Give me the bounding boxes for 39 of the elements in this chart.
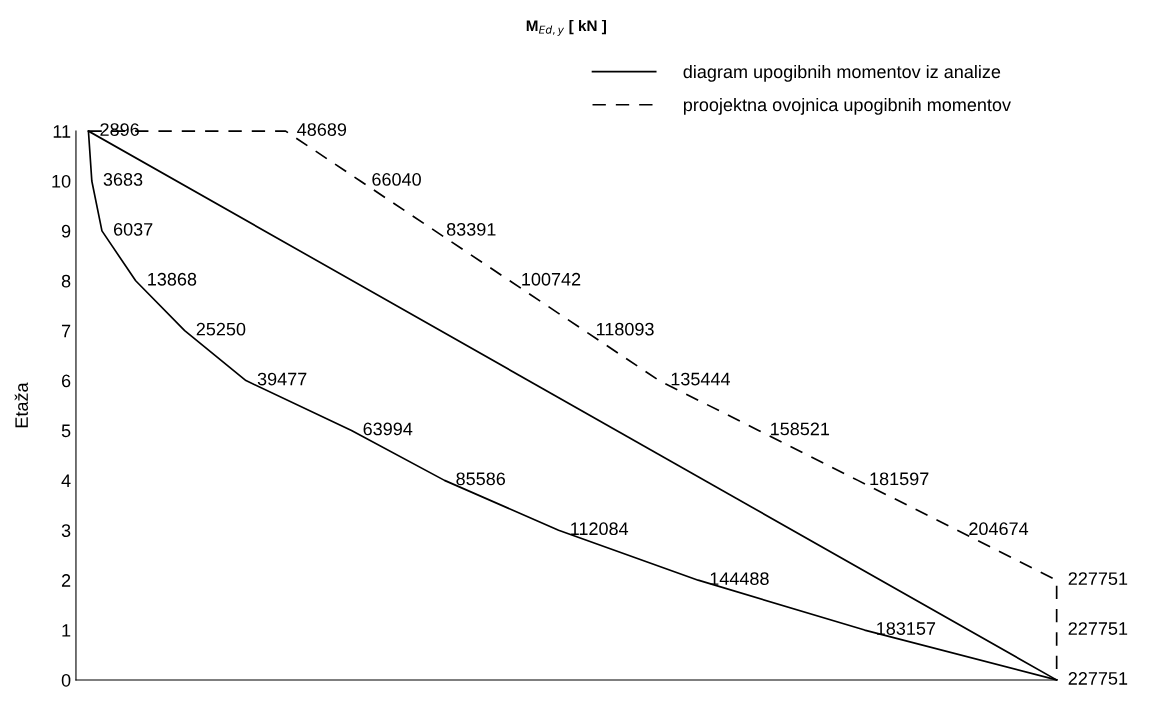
data-label: 144488 (710, 572, 769, 586)
y-tick-label: 11 (53, 125, 71, 138)
data-label: 83391 (446, 222, 496, 236)
y-axis-title: Etaža (14, 382, 28, 428)
data-label: 85586 (456, 472, 506, 486)
data-label: 181597 (870, 472, 929, 486)
y-tick-label: 8 (61, 274, 71, 288)
data-label: 100742 (522, 272, 581, 286)
y-tick-label: 0 (61, 673, 71, 687)
legend-label: diagram upogibnih momentov iz analize (683, 64, 1001, 82)
y-tick-label: 9 (61, 224, 71, 238)
y-tick-label: 2 (61, 574, 71, 587)
data-label: 118093 (596, 322, 654, 336)
y-tick-label: 4 (61, 474, 71, 487)
y-tick-label: 7 (61, 324, 71, 338)
data-label: 227751 (1068, 622, 1128, 635)
data-label: 13868 (148, 272, 197, 286)
data-label: 2896 (100, 123, 139, 136)
data-label: 227751 (1068, 672, 1128, 685)
data-label: 183157 (877, 622, 936, 635)
data-label: 112084 (571, 522, 629, 536)
data-label: 6037 (113, 222, 153, 236)
data-label: 63994 (363, 422, 413, 436)
y-tick-label: 10 (52, 174, 71, 188)
data-label: 3683 (103, 173, 143, 186)
y-tick-label: 6 (61, 374, 71, 388)
data-label: 227751 (1068, 572, 1128, 586)
data-label: 48689 (297, 123, 347, 136)
data-label: 25250 (196, 322, 246, 336)
legend-label: proojektna ovojnica upogibnih momentov (683, 98, 1011, 115)
y-tick-label: 5 (61, 424, 71, 438)
data-label: 135444 (671, 372, 731, 386)
data-label: 66040 (372, 173, 421, 186)
data-label: 158521 (771, 422, 830, 436)
y-tick-label: 3 (61, 524, 71, 537)
chart-title: M$_{Ed,y}$ [ kN ] (526, 19, 606, 36)
y-tick-label: 1 (62, 624, 71, 637)
data-label: 204674 (969, 522, 1029, 536)
data-label: 39477 (257, 372, 307, 386)
